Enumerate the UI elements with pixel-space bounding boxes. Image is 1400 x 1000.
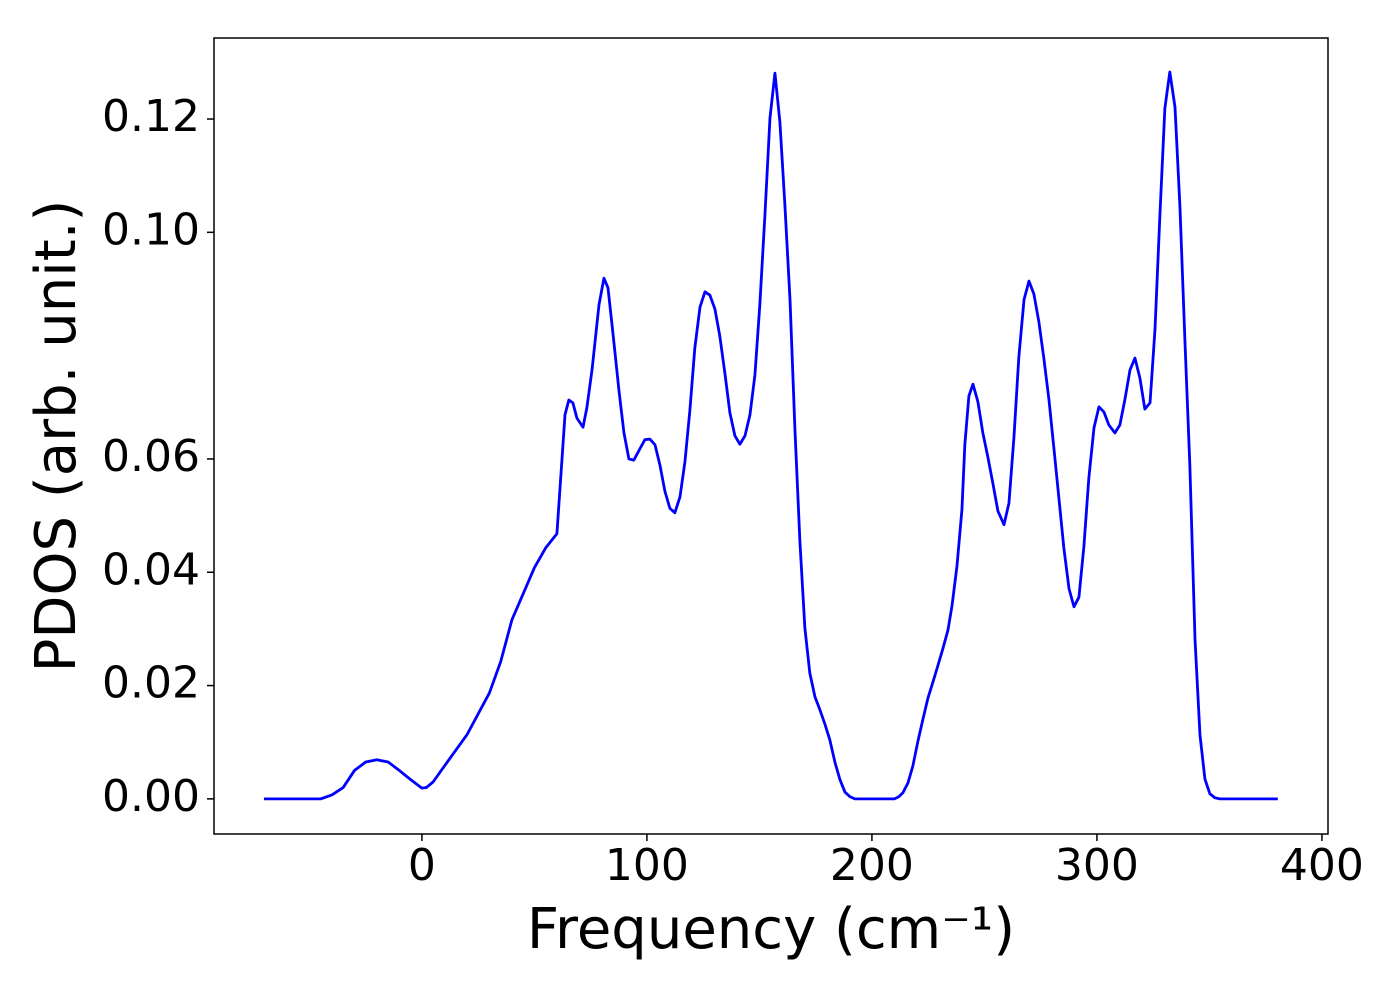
y-tick-label: 0.00 — [102, 771, 200, 822]
y-tick-label: 0.12 — [102, 91, 200, 142]
x-tick-label: 300 — [1055, 840, 1139, 891]
data-line — [263, 70, 1278, 801]
x-tick-label: 100 — [605, 840, 689, 891]
x-axis-label: Frequency (cm⁻¹) — [527, 897, 1015, 962]
y-axis-label: PDOS (arb. unit.) — [24, 200, 89, 673]
y-tick-label: 0.06 — [102, 431, 200, 482]
y-tick-label: 0.04 — [102, 544, 200, 595]
x-tick-label: 200 — [830, 840, 914, 891]
y-tick-label: 0.02 — [102, 658, 200, 709]
x-tick-label: 0 — [408, 840, 436, 891]
x-tick-label: 400 — [1280, 840, 1364, 891]
plot-frame — [213, 37, 1329, 835]
y-tick-label: 0.10 — [102, 204, 200, 255]
